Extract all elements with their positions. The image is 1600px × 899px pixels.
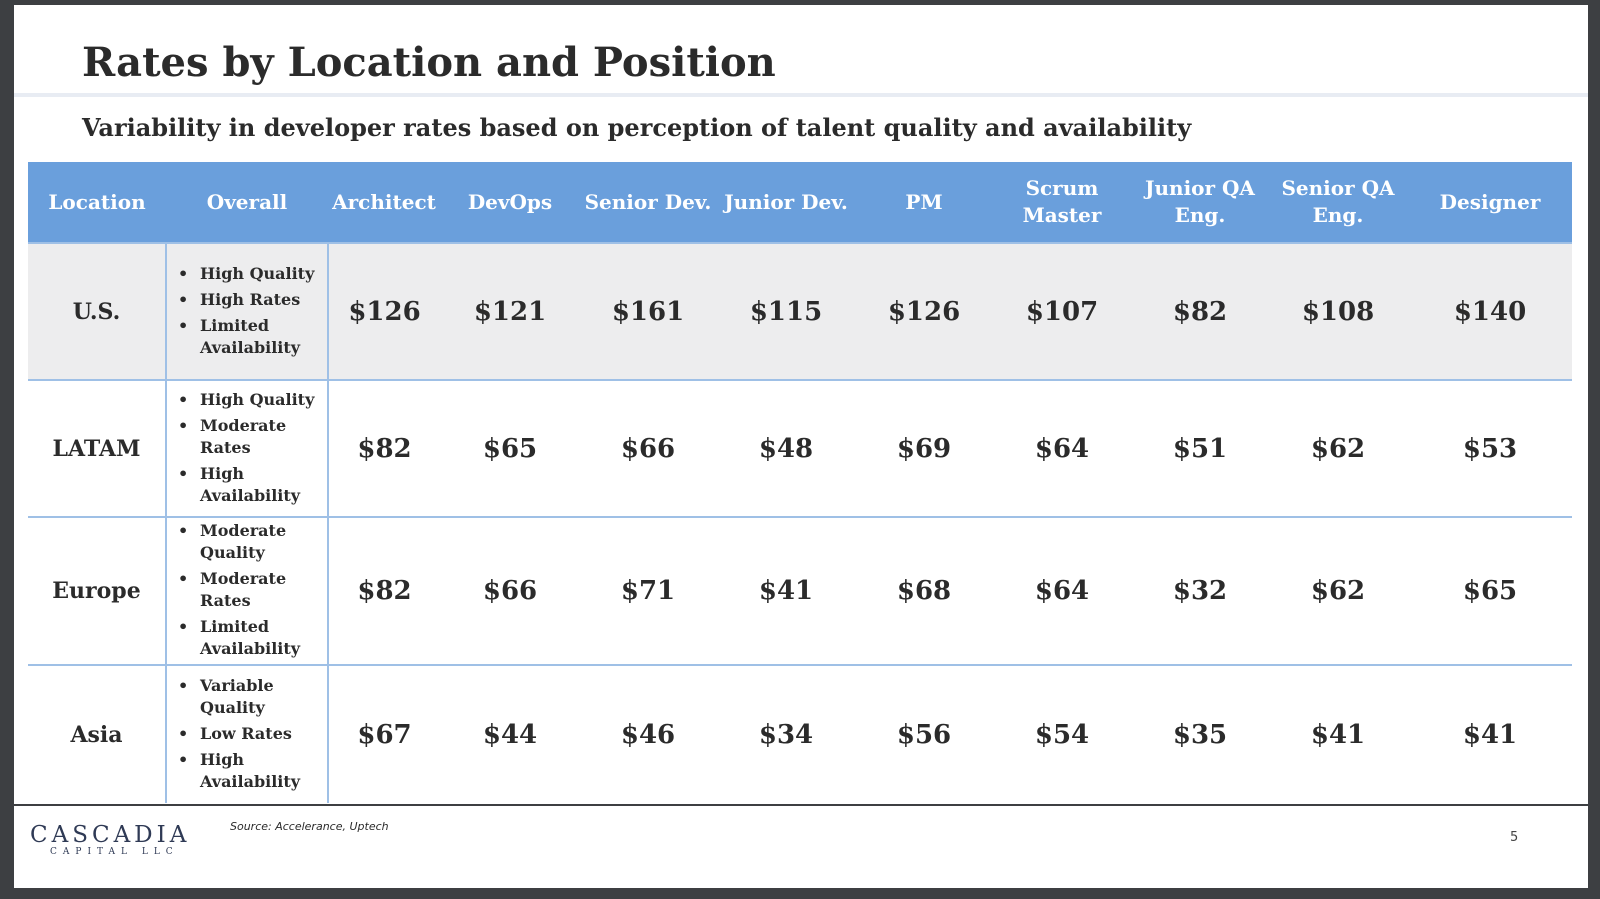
overall-item: Moderate Rates <box>178 415 327 459</box>
rate-cell-architect: $67 <box>328 664 440 803</box>
header-senior-qa-eng: Senior QA Eng. <box>1268 162 1408 243</box>
rate-cell-senior-qa-eng: $62 <box>1268 379 1408 517</box>
rate-cell-senior-dev: $71 <box>580 516 716 665</box>
rate-cell-pm: $126 <box>856 242 992 380</box>
rate-cell-architect: $82 <box>328 379 440 517</box>
rate-cell-scrum-master: $107 <box>992 242 1132 380</box>
rate-cell-pm: $56 <box>856 664 992 803</box>
rate-cell-designer: $53 <box>1408 379 1572 517</box>
logo-subtitle: CAPITAL LLC <box>50 847 179 857</box>
footer-divider <box>14 804 1588 806</box>
rate-cell-junior-dev: $115 <box>716 242 856 380</box>
rate-cell-junior-dev: $34 <box>716 664 856 803</box>
location-cell: Asia <box>28 664 167 803</box>
rate-cell-senior-qa-eng: $108 <box>1268 242 1408 380</box>
overall-list: High Quality Moderate Rates High Availab… <box>167 389 327 507</box>
overall-cell: Variable Quality Low Rates High Availabi… <box>166 664 329 803</box>
rate-cell-pm: $69 <box>856 379 992 517</box>
header-location: Location <box>28 162 166 243</box>
rate-cell-scrum-master: $64 <box>992 516 1132 665</box>
rate-cell-devops: $44 <box>440 664 580 803</box>
rate-cell-senior-qa-eng: $62 <box>1268 516 1408 665</box>
overall-item: Moderate Quality <box>178 520 327 564</box>
rate-cell-architect: $82 <box>328 516 440 665</box>
table-row-us: U.S. High Quality High Rates Limited Ava… <box>28 242 1572 380</box>
table-row-asia: Asia Variable Quality Low Rates High Ava… <box>28 664 1572 803</box>
rate-cell-pm: $68 <box>856 516 992 665</box>
header-overall: Overall <box>166 162 328 243</box>
overall-item: High Quality <box>178 389 327 411</box>
cascadia-logo: CASCADIA CAPITAL LLC <box>30 822 191 857</box>
rate-cell-junior-qa-eng: $35 <box>1132 664 1268 803</box>
rate-cell-architect: $126 <box>328 242 440 380</box>
overall-item: Limited Availability <box>178 315 327 359</box>
overall-item: Variable Quality <box>178 675 327 719</box>
rate-cell-junior-dev: $48 <box>716 379 856 517</box>
overall-item: Low Rates <box>178 723 327 745</box>
table-header-row: Location Overall Architect DevOps Senior… <box>28 162 1572 243</box>
source-note: Source: Accelerance, Uptech <box>230 820 389 833</box>
rate-cell-senior-dev: $66 <box>580 379 716 517</box>
rate-cell-designer: $140 <box>1408 242 1572 380</box>
title-divider <box>14 93 1588 97</box>
rate-cell-junior-qa-eng: $82 <box>1132 242 1268 380</box>
location-cell: U.S. <box>28 242 167 380</box>
header-junior-dev: Junior Dev. <box>716 162 856 243</box>
overall-item: High Availability <box>178 749 327 793</box>
overall-item: High Rates <box>178 289 327 311</box>
rates-table-wrapper: Location Overall Architect DevOps Senior… <box>28 162 1572 803</box>
rate-cell-senior-dev: $161 <box>580 242 716 380</box>
rate-cell-scrum-master: $54 <box>992 664 1132 803</box>
header-pm: PM <box>856 162 992 243</box>
overall-list: Variable Quality Low Rates High Availabi… <box>167 675 327 793</box>
header-senior-dev: Senior Dev. <box>580 162 716 243</box>
rate-cell-junior-dev: $41 <box>716 516 856 665</box>
location-cell: Europe <box>28 516 167 665</box>
overall-list: High Quality High Rates Limited Availabi… <box>167 263 327 359</box>
header-scrum-master: Scrum Master <box>992 162 1132 243</box>
overall-cell: High Quality Moderate Rates High Availab… <box>166 379 329 517</box>
header-designer: Designer <box>1408 162 1572 243</box>
logo-name: CASCADIA <box>30 822 191 848</box>
rate-cell-devops: $66 <box>440 516 580 665</box>
overall-cell: Moderate Quality Moderate Rates Limited … <box>166 516 329 665</box>
header-junior-qa-eng: Junior QA Eng. <box>1132 162 1268 243</box>
location-cell: LATAM <box>28 379 167 517</box>
overall-item: Limited Availability <box>178 616 327 660</box>
overall-item: High Quality <box>178 263 327 285</box>
slide-title: Rates by Location and Position <box>82 39 776 86</box>
rate-cell-junior-qa-eng: $32 <box>1132 516 1268 665</box>
rates-table: Location Overall Architect DevOps Senior… <box>28 162 1572 803</box>
overall-list: Moderate Quality Moderate Rates Limited … <box>167 520 327 660</box>
rate-cell-senior-qa-eng: $41 <box>1268 664 1408 803</box>
overall-item: Moderate Rates <box>178 568 327 612</box>
rate-cell-devops: $121 <box>440 242 580 380</box>
header-devops: DevOps <box>440 162 580 243</box>
table-row-europe: Europe Moderate Quality Moderate Rates L… <box>28 516 1572 665</box>
rate-cell-scrum-master: $64 <box>992 379 1132 517</box>
overall-item: High Availability <box>178 463 327 507</box>
header-architect: Architect <box>328 162 440 243</box>
table-row-latam: LATAM High Quality Moderate Rates High A… <box>28 379 1572 517</box>
rate-cell-designer: $41 <box>1408 664 1572 803</box>
overall-cell: High Quality High Rates Limited Availabi… <box>166 242 329 380</box>
rate-cell-devops: $65 <box>440 379 580 517</box>
rate-cell-designer: $65 <box>1408 516 1572 665</box>
page-number: 5 <box>1510 830 1519 845</box>
slide-subtitle: Variability in developer rates based on … <box>82 113 1192 142</box>
rate-cell-senior-dev: $46 <box>580 664 716 803</box>
rate-cell-junior-qa-eng: $51 <box>1132 379 1268 517</box>
slide: Rates by Location and Position Variabili… <box>14 5 1588 888</box>
